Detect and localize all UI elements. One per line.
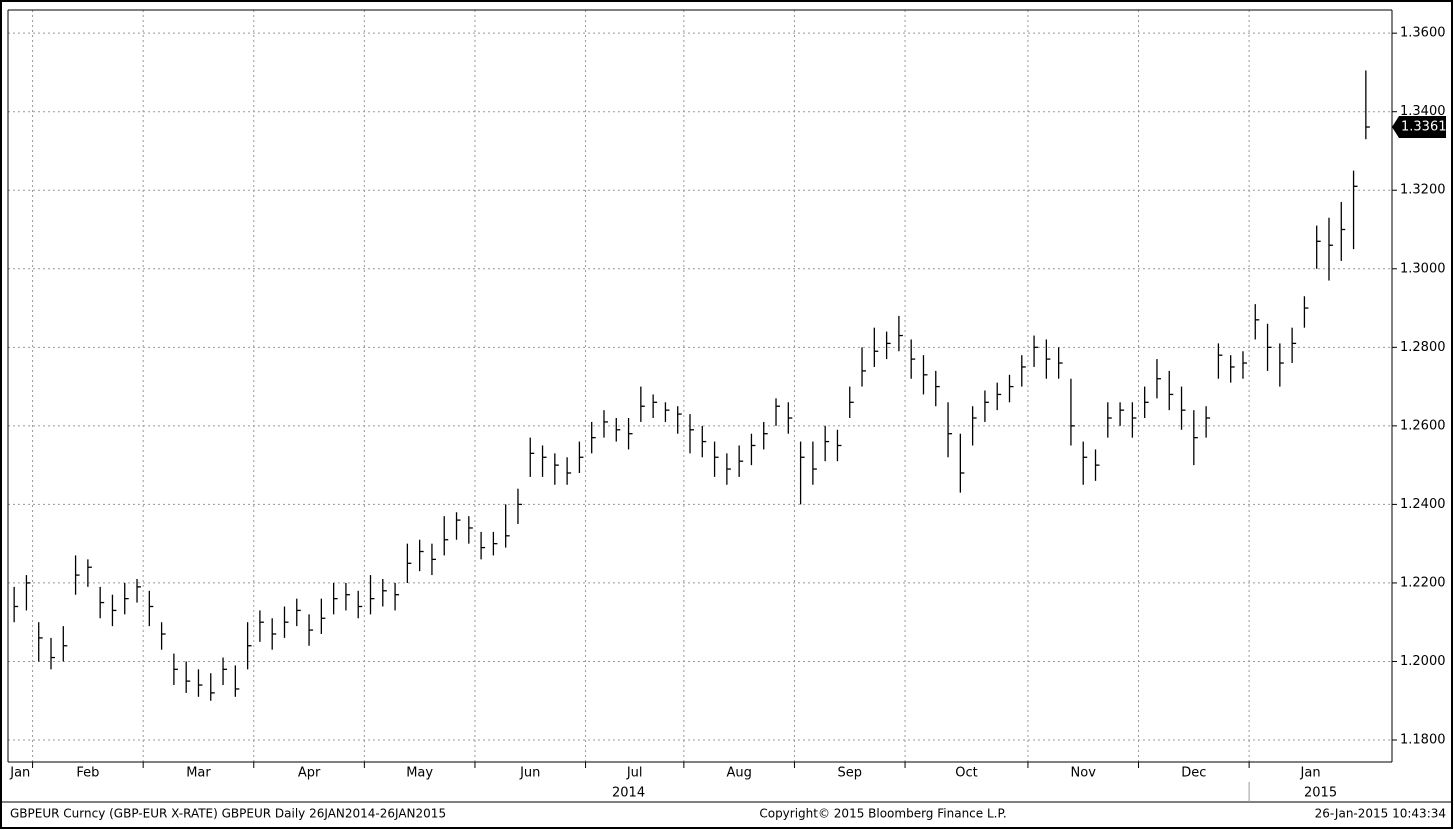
footer-right: 26-Jan-2015 10:43:34 [1315,807,1446,821]
y-tick-label: 1.2600 [1400,418,1446,433]
x-tick-label: Nov [1071,766,1097,781]
y-tick-label: 1.3600 [1400,26,1446,41]
y-tick-label: 1.3400 [1400,104,1446,119]
x-tick-label: Jan [1300,766,1321,781]
y-tick-label: 1.3200 [1400,183,1446,198]
year-label: 2015 [1304,786,1337,801]
x-tick-label: Feb [76,766,99,781]
y-tick-label: 1.2000 [1400,654,1446,669]
x-tick-label: Apr [298,766,321,781]
x-tick-label: Sep [837,766,862,781]
last-value-marker [1392,116,1446,139]
y-tick-label: 1.3000 [1400,261,1446,276]
last-value-label: 1.3361 [1401,120,1447,135]
footer-left: GBPEUR Curncy (GBP-EUR X-RATE) GBPEUR Da… [10,807,446,821]
x-tick-label: Mar [186,766,211,781]
x-tick-label: Jun [519,766,540,781]
x-tick-label: Dec [1181,766,1206,781]
y-tick-label: 1.1800 [1400,733,1446,748]
x-tick-label: Aug [726,766,751,781]
x-tick-label: May [406,766,433,781]
footer-center: Copyright© 2015 Bloomberg Finance L.P. [759,807,1006,821]
y-tick-label: 1.2200 [1400,575,1446,590]
year-label: 2014 [612,786,645,801]
y-tick-label: 1.2400 [1400,497,1446,512]
x-tick-label: Oct [955,766,977,781]
y-tick-label: 1.2800 [1400,340,1446,355]
x-tick-label: Jul [626,766,643,781]
x-tick-label: Jan [9,766,30,781]
